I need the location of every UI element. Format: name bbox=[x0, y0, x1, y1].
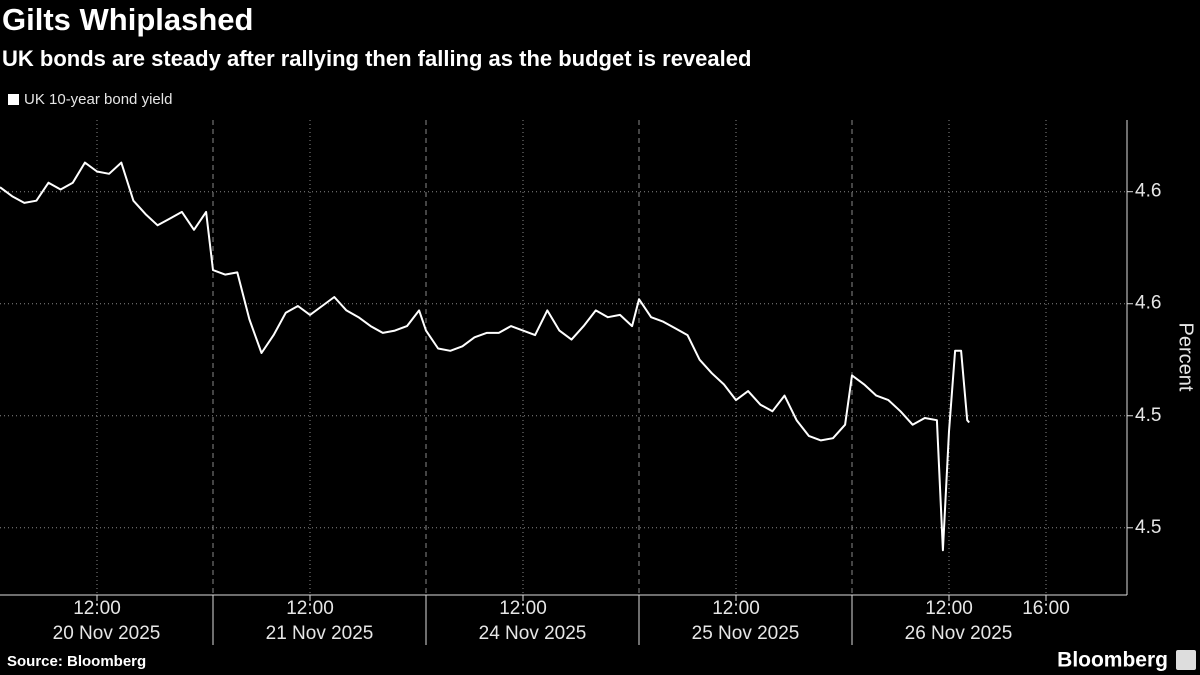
x-tick-label: 12:00 bbox=[499, 598, 547, 619]
x-tick-label: 12:00 bbox=[286, 598, 334, 619]
y-tick-label: 4.6 bbox=[1135, 181, 1161, 202]
brand-icon bbox=[1176, 650, 1196, 670]
legend-label: UK 10-year bond yield bbox=[24, 91, 172, 108]
x-tick-label: 12:00 bbox=[712, 598, 760, 619]
x-date-label: 25 Nov 2025 bbox=[692, 623, 800, 644]
x-date-label: 24 Nov 2025 bbox=[479, 623, 587, 644]
x-date-label: 26 Nov 2025 bbox=[905, 623, 1013, 644]
y-tick-label: 4.5 bbox=[1135, 517, 1161, 538]
source: Source: Bloomberg bbox=[7, 653, 146, 670]
x-tick-label: 12:00 bbox=[73, 598, 121, 619]
y-tick-label: 4.6 bbox=[1135, 293, 1161, 314]
y-tick-label: 4.5 bbox=[1135, 405, 1161, 426]
x-tick-label: 12:00 bbox=[925, 598, 973, 619]
y-axis-title: Percent bbox=[1175, 323, 1197, 392]
brand: Bloomberg bbox=[1057, 649, 1168, 672]
x-date-label: 20 Nov 2025 bbox=[53, 623, 161, 644]
chart-subtitle: UK bonds are steady after rallying then … bbox=[2, 46, 751, 71]
chart-title: Gilts Whiplashed bbox=[2, 2, 253, 37]
series-line bbox=[0, 161, 970, 552]
x-date-label: 21 Nov 2025 bbox=[266, 623, 374, 644]
x-tick-label: 16:00 bbox=[1022, 598, 1070, 619]
legend-swatch bbox=[8, 94, 19, 105]
